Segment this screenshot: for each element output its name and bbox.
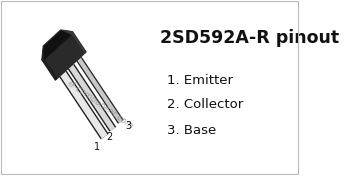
Text: 2SD592A-R pinout: 2SD592A-R pinout: [160, 29, 339, 47]
Text: 2. Collector: 2. Collector: [167, 99, 243, 112]
Polygon shape: [42, 46, 57, 80]
Polygon shape: [42, 30, 86, 80]
Text: 1: 1: [94, 142, 100, 152]
Text: el-component.com: el-component.com: [66, 79, 135, 131]
Polygon shape: [61, 30, 86, 54]
Text: 3. Base: 3. Base: [167, 124, 216, 137]
Text: 3: 3: [125, 121, 132, 131]
Polygon shape: [45, 35, 84, 78]
Text: 1. Emitter: 1. Emitter: [167, 74, 233, 86]
Text: 2: 2: [106, 132, 113, 142]
